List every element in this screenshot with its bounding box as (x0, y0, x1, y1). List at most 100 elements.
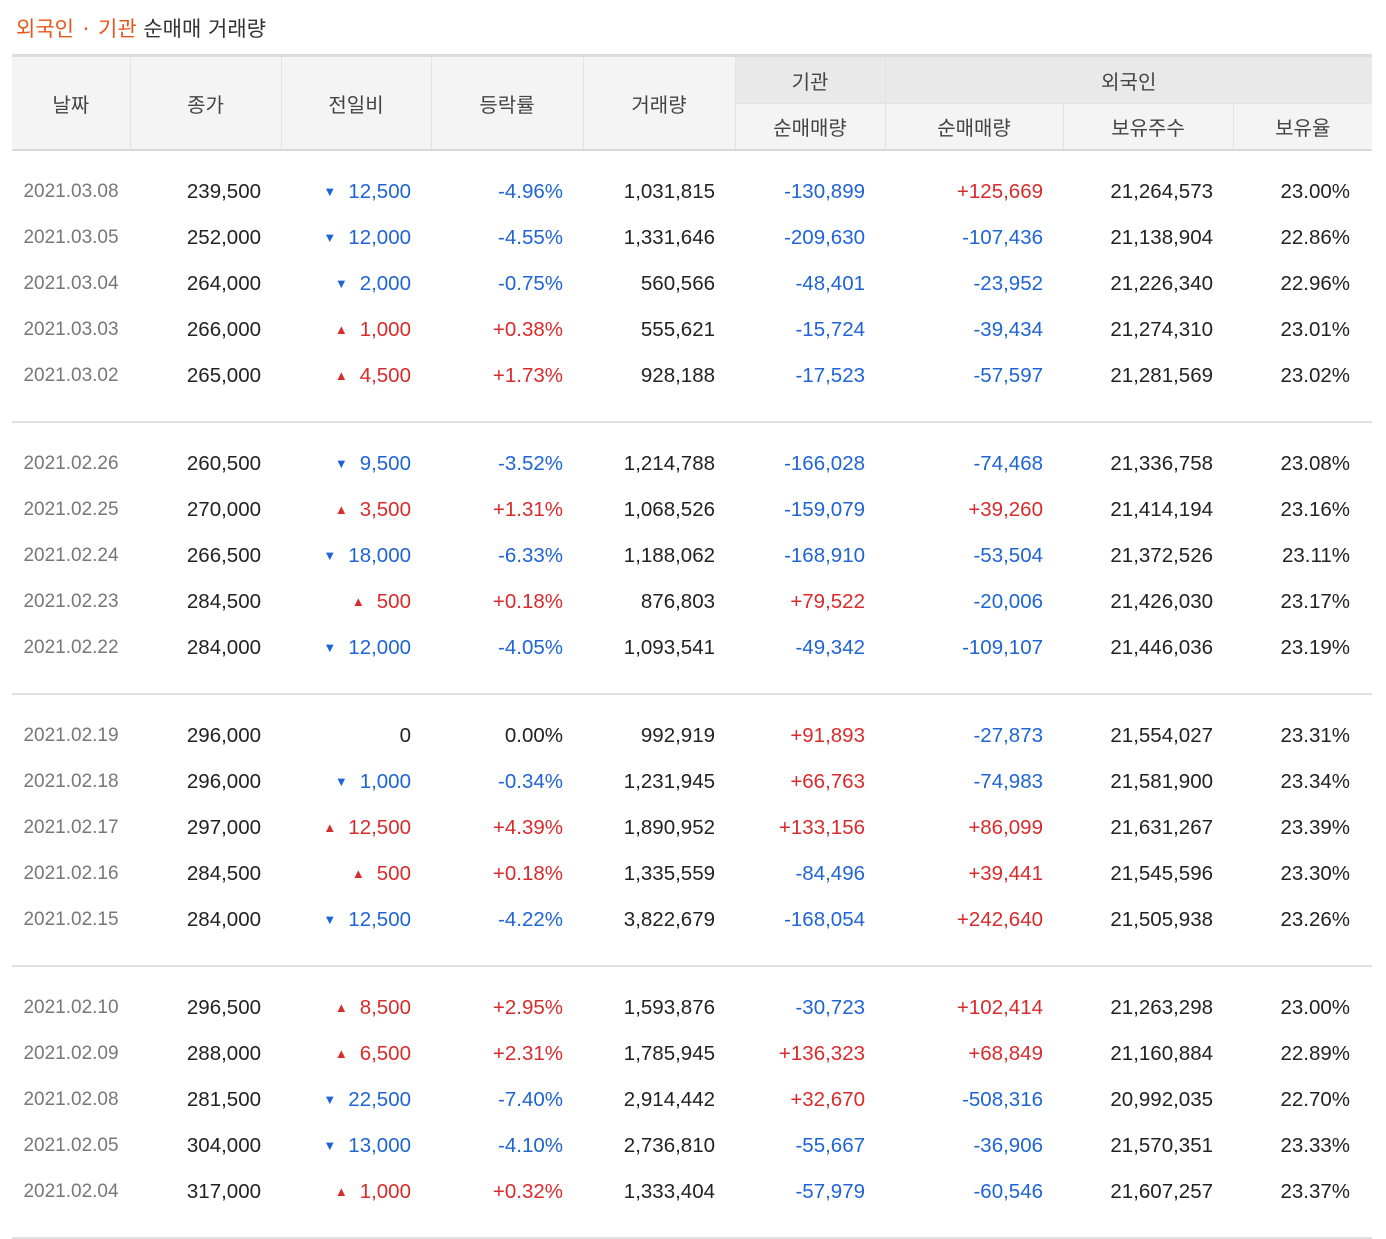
cell-volume: 1,188,062 (623, 544, 715, 567)
cell-rate: -0.75% (498, 272, 563, 295)
cell-foreign-net: +242,640 (956, 908, 1043, 931)
cell-close: 296,000 (186, 770, 261, 793)
cell-foreign-ratio: 22.89% (1280, 1042, 1351, 1065)
cell-date: 2021.02.08 (23, 1089, 119, 1110)
cell-rate: +0.32% (492, 1180, 563, 1203)
cell-inst-net: -209,630 (784, 226, 865, 249)
cell-rate: -4.10% (498, 1134, 563, 1157)
cell-change: ▼ 2,000 (281, 261, 431, 307)
cell-rate: +2.31% (492, 1042, 563, 1065)
cell-inst-net: +32,670 (790, 1088, 865, 1111)
cell-inst-net: -17,523 (795, 364, 865, 387)
group-divider (12, 399, 1373, 423)
cell-foreign-net: -23,952 (973, 272, 1043, 295)
cell-foreign-ratio: 23.33% (1280, 1134, 1351, 1157)
cell-foreign-hold: 21,505,938 (1110, 908, 1213, 931)
header-inst-net: 순매매량 (735, 103, 886, 151)
cell-date: 2021.03.03 (23, 319, 119, 340)
cell-foreign-hold: 21,631,267 (1110, 816, 1213, 839)
cell-volume: 876,803 (640, 590, 715, 613)
cell-change: ▲ 3,500 (281, 487, 431, 533)
cell-foreign-hold: 21,160,884 (1110, 1042, 1213, 1065)
table-row: 2021.02.08 281,500 ▼ 22,500 -7.40% 2,914,442 +… (12, 1077, 1372, 1123)
table-row: 2021.02.04 317,000 ▲ 1,000 +0.32% 1,333,404 -5… (12, 1169, 1372, 1215)
cell-foreign-hold: 21,414,194 (1110, 498, 1213, 521)
cell-inst-net: +91,893 (790, 724, 865, 747)
table-row: 2021.02.18 296,000 ▼ 1,000 -0.34% 1,231,945 +6… (12, 759, 1372, 805)
table-row: 2021.02.22 284,000 ▼ 12,000 -4.05% 1,093,541 -… (12, 625, 1372, 671)
cell-close: 281,500 (186, 1088, 261, 1111)
cell-date: 2021.03.05 (23, 227, 119, 248)
cell-change: ▲ 1,000 (281, 307, 431, 353)
down-triangle-icon: ▼ (334, 276, 348, 291)
cell-change-value: 1,000 (359, 770, 411, 793)
cell-change: ▼ 13,000 (281, 1123, 431, 1169)
cell-change-value: 1,000 (359, 1180, 411, 1203)
cell-close: 304,000 (186, 1134, 261, 1157)
header-date: 날짜 (12, 54, 131, 151)
cell-date: 2021.02.04 (23, 1181, 119, 1202)
cell-volume: 1,333,404 (623, 1180, 715, 1203)
cell-close: 296,500 (186, 996, 261, 1019)
header-foreign-hold: 보유주수 (1063, 103, 1234, 151)
cell-foreign-net: +86,099 (968, 816, 1043, 839)
cell-inst-net: -30,723 (795, 996, 865, 1019)
title-institution: 기관 (98, 17, 137, 41)
cell-volume: 555,621 (640, 318, 715, 341)
cell-foreign-ratio: 23.16% (1280, 498, 1351, 521)
header-foreign: 외국인 (885, 54, 1373, 104)
cell-change-value: 12,500 (348, 908, 411, 931)
cell-rate: -4.55% (498, 226, 563, 249)
cell-change-value: 0 (399, 724, 411, 747)
cell-change-value: 500 (376, 590, 411, 613)
cell-date: 2021.03.04 (23, 273, 119, 294)
cell-foreign-ratio: 23.31% (1280, 724, 1351, 747)
cell-inst-net: -49,342 (795, 636, 865, 659)
cell-date: 2021.02.10 (23, 997, 119, 1018)
down-triangle-icon: ▼ (334, 774, 348, 789)
cell-change-value: 12,000 (348, 226, 411, 249)
cell-change: ▲ 12,500 (281, 805, 431, 851)
up-triangle-icon: ▲ (351, 594, 365, 609)
cell-foreign-hold: 21,426,030 (1110, 590, 1213, 613)
cell-close: 284,500 (186, 590, 261, 613)
cell-foreign-net: -27,873 (973, 724, 1043, 747)
cell-change: ▼ 12,000 (281, 215, 431, 261)
table-row: 2021.03.03 266,000 ▲ 1,000 +0.38% 555,621 -15,… (12, 307, 1372, 353)
table-row: 2021.03.05 252,000 ▼ 12,000 -4.55% 1,331,646 -… (12, 215, 1372, 261)
cell-change-value: 500 (376, 862, 411, 885)
cell-foreign-hold: 21,281,569 (1110, 364, 1213, 387)
cell-volume: 1,093,541 (623, 636, 715, 659)
cell-volume: 2,914,442 (623, 1088, 715, 1111)
cell-date: 2021.02.26 (23, 453, 119, 474)
down-triangle-icon: ▼ (334, 456, 348, 471)
cell-foreign-hold: 21,138,904 (1110, 226, 1213, 249)
cell-foreign-hold: 21,264,573 (1110, 180, 1213, 203)
cell-change-value: 12,000 (348, 636, 411, 659)
group-divider (12, 1215, 1373, 1239)
cell-foreign-hold: 21,446,036 (1110, 636, 1213, 659)
cell-rate: -0.34% (498, 770, 563, 793)
cell-volume: 1,785,945 (623, 1042, 715, 1065)
cell-close: 270,000 (186, 498, 261, 521)
down-triangle-icon: ▼ (323, 548, 337, 563)
cell-volume: 1,593,876 (623, 996, 715, 1019)
cell-foreign-hold: 21,570,351 (1110, 1134, 1213, 1157)
cell-foreign-ratio: 22.70% (1280, 1088, 1351, 1111)
cell-volume: 928,188 (640, 364, 715, 387)
cell-rate: +1.73% (492, 364, 563, 387)
cell-foreign-ratio: 23.37% (1280, 1180, 1351, 1203)
cell-inst-net: +66,763 (790, 770, 865, 793)
cell-change-value: 2,000 (359, 272, 411, 295)
down-triangle-icon: ▼ (323, 1092, 337, 1107)
cell-foreign-hold: 21,554,027 (1110, 724, 1213, 747)
cell-date: 2021.02.18 (23, 771, 119, 792)
cell-date: 2021.03.08 (23, 181, 119, 202)
cell-foreign-hold: 21,607,257 (1110, 1180, 1213, 1203)
cell-rate: +2.95% (492, 996, 563, 1019)
cell-change: ▲ 1,000 (281, 1169, 431, 1215)
cell-change-value: 6,500 (359, 1042, 411, 1065)
cell-change-value: 12,500 (348, 180, 411, 203)
cell-close: 264,000 (186, 272, 261, 295)
cell-inst-net: +79,522 (790, 590, 865, 613)
